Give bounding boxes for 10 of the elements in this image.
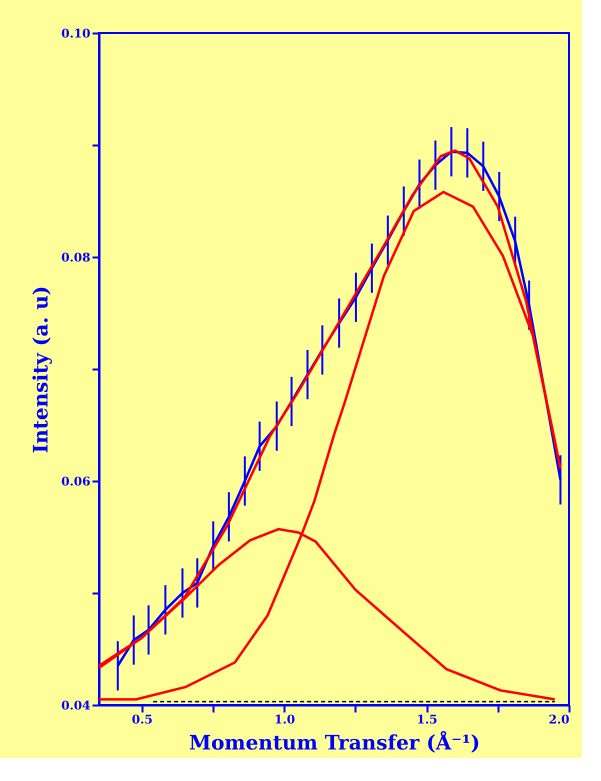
x-tick-label: 0.5 (132, 712, 153, 726)
x-tick-label: 1.5 (416, 712, 438, 726)
y-tick-label: 0.10 (61, 26, 90, 40)
y-tick-label: 0.08 (61, 250, 90, 264)
x-axis-title: Momentum Transfer (Å⁻¹) (188, 730, 480, 754)
y-axis-title: Intensity (a. u) (28, 286, 52, 454)
y-tick-label: 0.04 (61, 698, 90, 712)
y-tick-label: 0.06 (61, 474, 90, 488)
x-tick-label: 1.0 (274, 712, 296, 726)
x-tick-label: 2.0 (548, 712, 570, 726)
